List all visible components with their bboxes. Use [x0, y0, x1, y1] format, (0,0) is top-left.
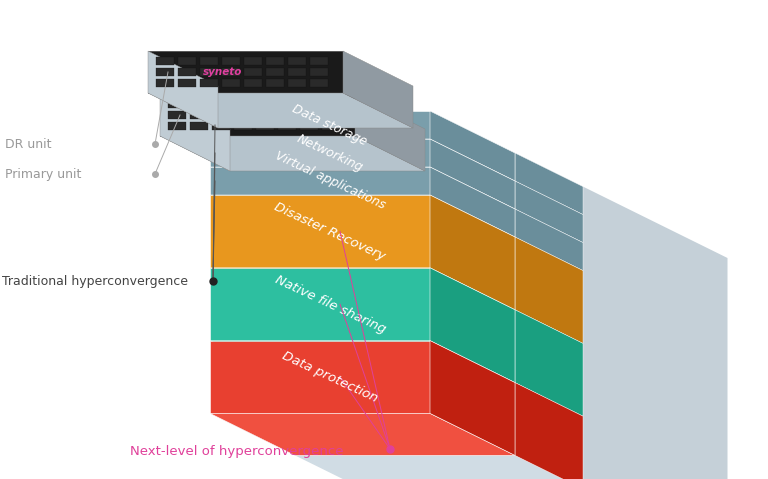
Polygon shape [160, 94, 230, 171]
Polygon shape [430, 111, 515, 181]
Polygon shape [210, 413, 515, 456]
Polygon shape [322, 111, 340, 119]
Polygon shape [515, 181, 583, 242]
Polygon shape [322, 122, 340, 130]
Polygon shape [278, 100, 296, 108]
Polygon shape [210, 268, 430, 341]
Polygon shape [244, 79, 262, 87]
Polygon shape [300, 111, 318, 119]
Text: Primary unit: Primary unit [5, 168, 81, 181]
Polygon shape [515, 209, 583, 271]
Polygon shape [210, 341, 515, 383]
Text: Next-level of hyperconvergence: Next-level of hyperconvergence [130, 445, 343, 457]
Polygon shape [300, 100, 318, 108]
Polygon shape [222, 57, 240, 65]
Polygon shape [210, 139, 515, 181]
Polygon shape [210, 195, 430, 268]
Polygon shape [244, 57, 262, 65]
Polygon shape [156, 79, 174, 87]
Polygon shape [256, 100, 274, 108]
Polygon shape [190, 111, 208, 119]
Text: Networking: Networking [295, 132, 365, 174]
Polygon shape [430, 111, 727, 479]
Polygon shape [148, 93, 413, 128]
Polygon shape [168, 100, 186, 108]
Polygon shape [288, 57, 306, 65]
Polygon shape [178, 57, 196, 65]
Polygon shape [430, 341, 515, 456]
Polygon shape [210, 195, 515, 237]
Polygon shape [160, 136, 425, 171]
Text: Data protection: Data protection [280, 349, 380, 405]
Polygon shape [266, 57, 284, 65]
Polygon shape [148, 51, 343, 93]
Polygon shape [222, 68, 240, 76]
Polygon shape [156, 68, 174, 76]
Polygon shape [266, 68, 284, 76]
Polygon shape [355, 94, 425, 171]
Polygon shape [256, 122, 274, 130]
Polygon shape [234, 100, 252, 108]
Polygon shape [212, 111, 230, 119]
Polygon shape [515, 237, 583, 343]
Polygon shape [515, 310, 583, 416]
Polygon shape [515, 383, 583, 479]
Polygon shape [278, 111, 296, 119]
Polygon shape [288, 79, 306, 87]
Text: Native file sharing: Native file sharing [273, 273, 387, 336]
Polygon shape [148, 51, 218, 128]
Polygon shape [200, 68, 218, 76]
Polygon shape [244, 68, 262, 76]
Polygon shape [300, 122, 318, 130]
Polygon shape [256, 111, 274, 119]
Polygon shape [430, 268, 515, 383]
Polygon shape [210, 167, 430, 195]
Polygon shape [200, 79, 218, 87]
Text: Disaster Recovery: Disaster Recovery [273, 200, 388, 263]
Polygon shape [310, 57, 328, 65]
Polygon shape [310, 79, 328, 87]
Text: Traditional hyperconvergence: Traditional hyperconvergence [2, 275, 188, 288]
Polygon shape [210, 268, 515, 310]
Polygon shape [168, 122, 186, 130]
Polygon shape [200, 57, 218, 65]
Polygon shape [210, 139, 430, 167]
Polygon shape [212, 122, 230, 130]
Polygon shape [515, 153, 583, 215]
Polygon shape [178, 79, 196, 87]
Polygon shape [278, 122, 296, 130]
Polygon shape [288, 68, 306, 76]
Polygon shape [322, 100, 340, 108]
Polygon shape [266, 79, 284, 87]
Text: Virtual applications: Virtual applications [273, 150, 387, 212]
Polygon shape [430, 167, 515, 237]
Polygon shape [168, 111, 186, 119]
Polygon shape [190, 122, 208, 130]
Polygon shape [222, 79, 240, 87]
Text: Data storage: Data storage [290, 102, 369, 148]
Polygon shape [430, 195, 515, 310]
Polygon shape [310, 68, 328, 76]
Polygon shape [178, 68, 196, 76]
Polygon shape [210, 413, 727, 479]
Polygon shape [343, 51, 413, 128]
Polygon shape [430, 139, 515, 209]
Polygon shape [210, 111, 430, 139]
Text: syneto: syneto [203, 67, 242, 77]
Polygon shape [234, 111, 252, 119]
Polygon shape [210, 167, 515, 209]
Polygon shape [234, 122, 252, 130]
Polygon shape [190, 100, 208, 108]
Text: syneto: syneto [214, 110, 253, 120]
Polygon shape [160, 94, 355, 136]
Polygon shape [210, 341, 430, 413]
Polygon shape [156, 57, 174, 65]
Polygon shape [212, 100, 230, 108]
Text: DR unit: DR unit [5, 137, 51, 150]
